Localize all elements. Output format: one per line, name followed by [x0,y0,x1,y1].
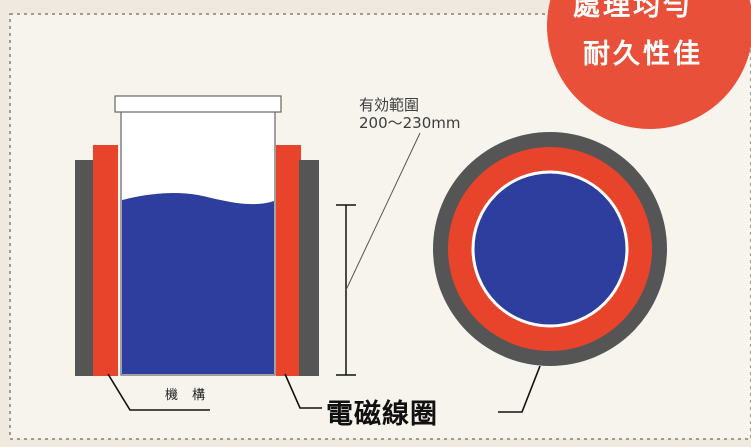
liquid [122,192,274,374]
right-coil-inner [276,145,301,376]
left-coil-outer [75,160,95,376]
right-coil-outer [299,160,319,376]
coil-leader-right [498,365,541,413]
section-liquid [471,170,629,328]
badge-line1: 處理均勻 [573,0,693,22]
range-note-value: 200～230mm [359,114,461,132]
range-leader-line [345,132,421,291]
coil-leader-left [284,373,322,409]
coil-label: 電磁線圈 [326,399,438,430]
badge-circle [547,0,751,129]
mechanism-leader-line [107,373,210,411]
range-note-title: 有効範圍 [359,96,420,114]
container-lid [114,95,282,113]
left-coil-inner [93,145,118,376]
badge-line2: 耐久性佳 [583,39,703,70]
mechanism-label: 機構 [165,388,220,403]
